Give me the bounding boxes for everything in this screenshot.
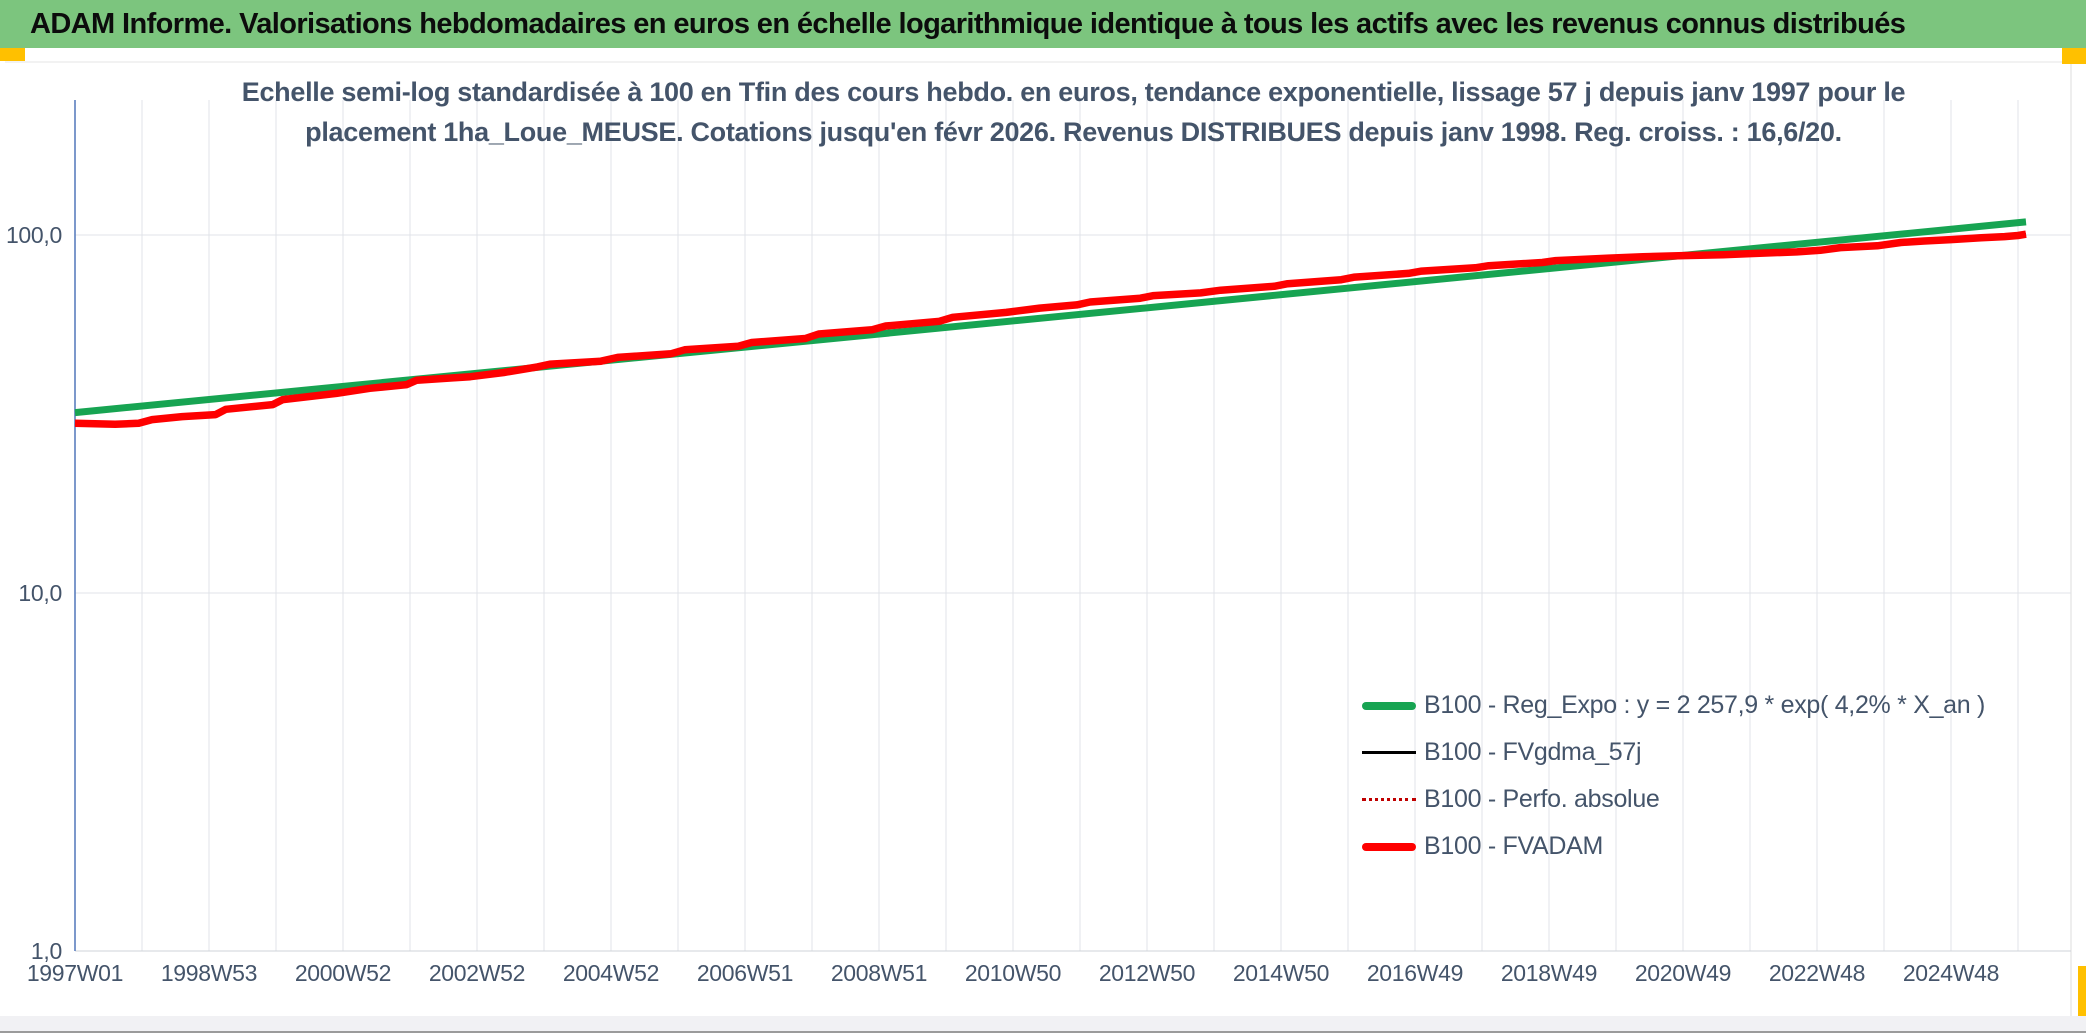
x-tick-label: 2004W52 <box>562 960 660 986</box>
x-tick-label: 1998W53 <box>160 960 258 986</box>
chart-title: Echelle semi-log standardisée à 100 en T… <box>75 72 2072 152</box>
legend-swatch-dotted-red-line <box>1362 798 1416 801</box>
series-line-smoothed <box>74 232 2027 426</box>
chart-title-line2: placement 1ha_Loue_MEUSE. Cotations jusq… <box>305 117 1842 147</box>
bottom-window-edge <box>0 1031 2086 1033</box>
legend-label: B100 - Perfo. absolue <box>1424 785 1660 813</box>
x-tick-label: 2018W49 <box>1500 960 1598 986</box>
gold-accent-top-right <box>2062 48 2086 64</box>
legend-swatch-green-line <box>1362 701 1416 710</box>
bottom-sheet-strip <box>0 1016 2086 1031</box>
series-line-absolute-performance <box>74 232 2027 426</box>
x-tick-label: 2010W50 <box>964 960 1062 986</box>
series-line-main <box>74 230 2027 429</box>
chart-title-line1: Echelle semi-log standardisée à 100 en T… <box>241 77 1906 107</box>
x-tick-label: 2020W49 <box>1634 960 1732 986</box>
header-title: ADAM Informe. Valorisations hebdomadaire… <box>30 7 1906 40</box>
x-tick-label: 2000W52 <box>294 960 392 986</box>
legend-item-reg-expo: B100 - Reg_Expo : y = 2 257,9 * exp( 4,2… <box>1362 682 1985 729</box>
legend-item-fvgdma: B100 - FVgdma_57j <box>1362 729 1985 776</box>
gold-accent-right-strip <box>2078 966 2086 1016</box>
x-tick-label: 1997W01 <box>26 960 124 986</box>
chart-legend: B100 - Reg_Expo : y = 2 257,9 * exp( 4,2… <box>1362 682 1985 870</box>
x-tick-label: 2022W48 <box>1768 960 1866 986</box>
header-bar: ADAM Informe. Valorisations hebdomadaire… <box>0 0 2086 48</box>
x-tick-label: 2002W52 <box>428 960 526 986</box>
legend-swatch-red-line <box>1362 842 1416 851</box>
y-tick-label-10: 10,0 <box>18 580 62 606</box>
x-tick-label: 2014W50 <box>1232 960 1330 986</box>
x-tick-label: 2012W50 <box>1098 960 1196 986</box>
legend-swatch-black-line <box>1362 751 1416 754</box>
y-tick-label-1: 1,0 <box>30 938 62 964</box>
x-tick-label: 2006W51 <box>696 960 794 986</box>
legend-label: B100 - FVgdma_57j <box>1424 738 1642 766</box>
x-tick-label: 2016W49 <box>1366 960 1464 986</box>
x-tick-label: 2008W51 <box>830 960 928 986</box>
x-tick-label: 2024W48 <box>1902 960 2000 986</box>
legend-item-perfo-absolue: B100 - Perfo. absolue <box>1362 776 1985 823</box>
legend-item-fvadam: B100 - FVADAM <box>1362 823 1985 870</box>
series-line-trend <box>74 218 2027 417</box>
gold-accent-top-left <box>0 48 25 61</box>
y-tick-label-100: 100,0 <box>5 222 62 248</box>
legend-label: B100 - FVADAM <box>1424 832 1604 860</box>
legend-label: B100 - Reg_Expo : y = 2 257,9 * exp( 4,2… <box>1424 691 1986 719</box>
